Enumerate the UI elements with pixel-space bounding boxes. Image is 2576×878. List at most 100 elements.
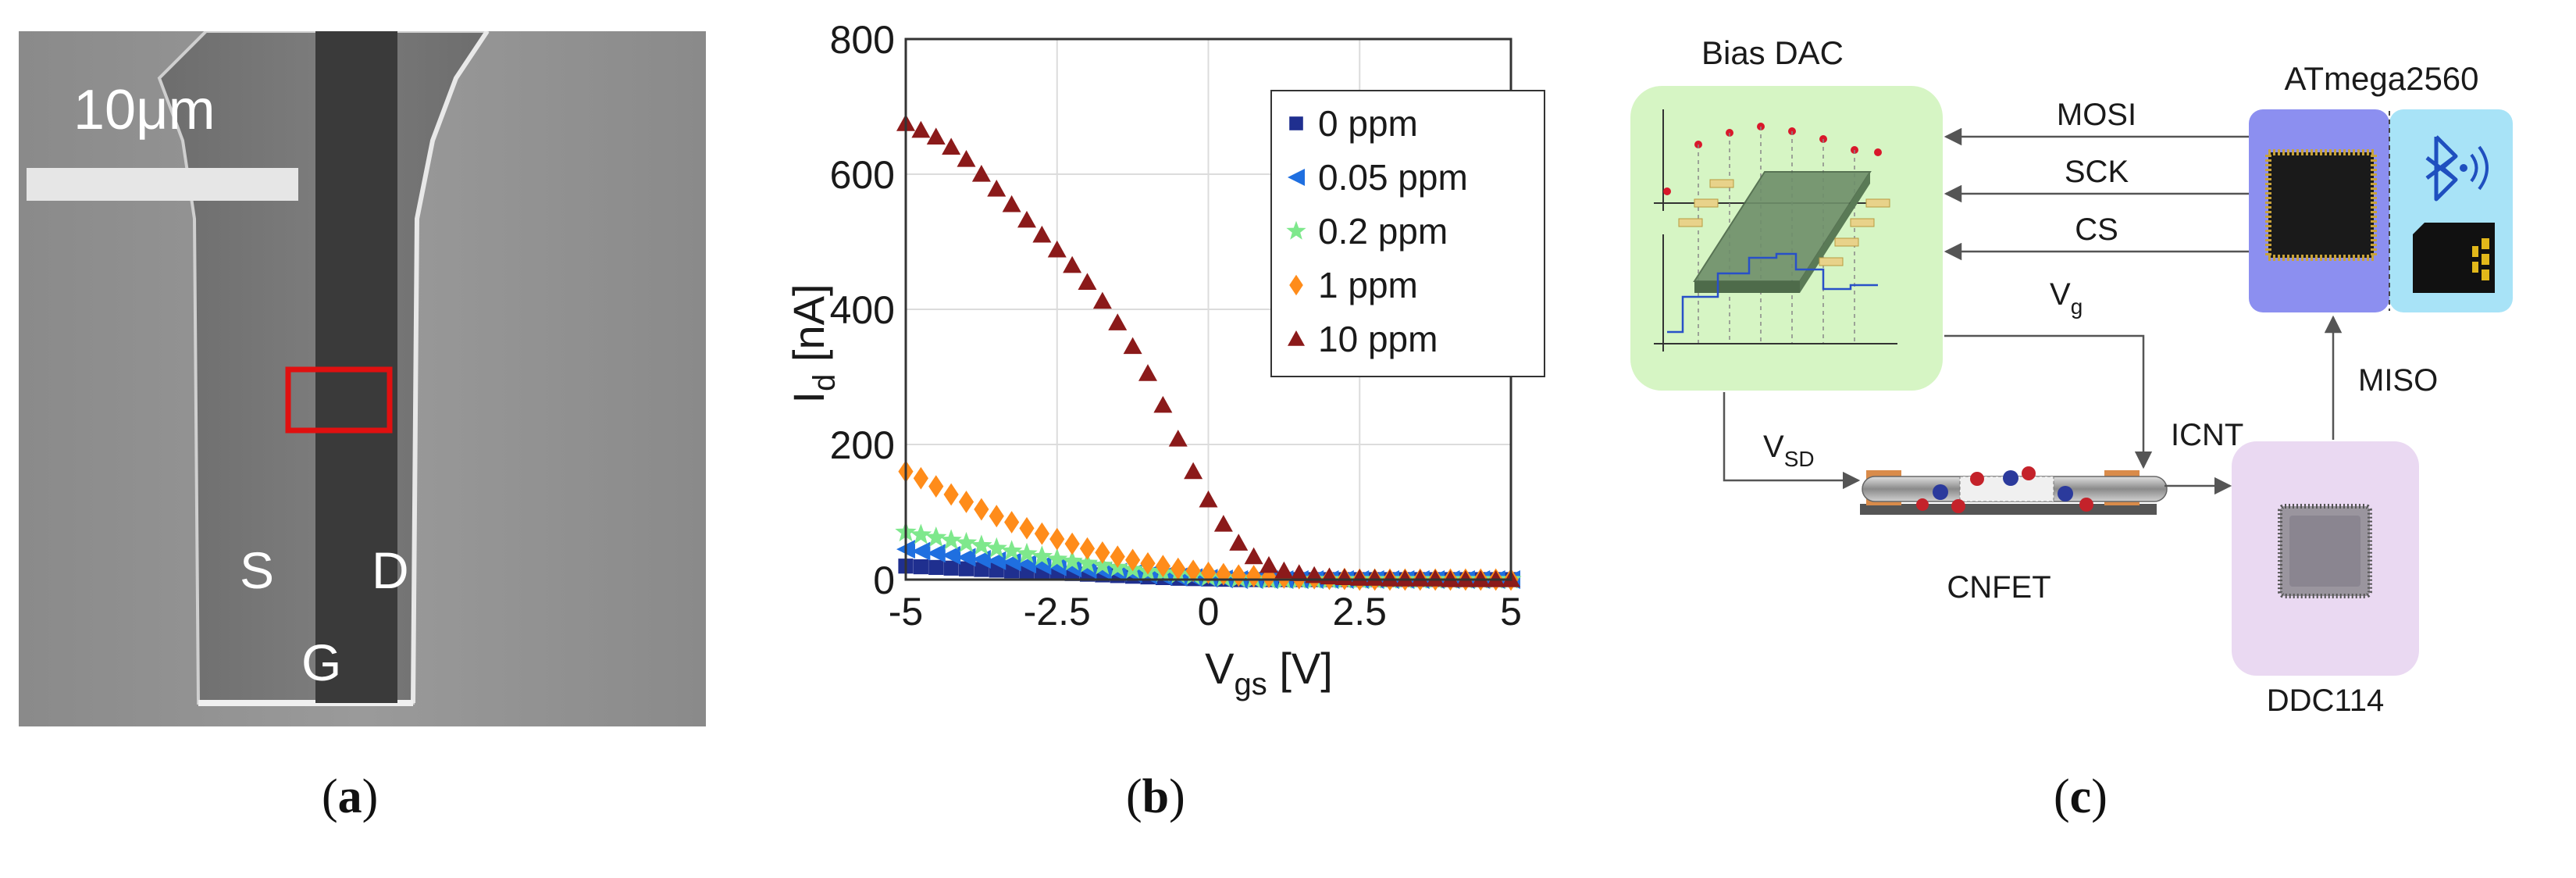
data-point — [928, 559, 944, 576]
data-point — [925, 526, 947, 547]
y-axis-label: Id [nA] — [784, 284, 842, 404]
scale-bar — [27, 168, 298, 201]
data-point — [957, 149, 976, 167]
legend-label: 10 ppm — [1318, 319, 1438, 359]
legend-marker — [1289, 116, 1303, 130]
miso-label: MISO — [2358, 363, 2438, 398]
bias-dac-illustration — [1654, 109, 1897, 352]
chart-ticks: -5 -2.5 0 2.5 5 0 200 400 600 800 — [830, 18, 1522, 634]
data-point — [1034, 522, 1049, 545]
vsd-line — [1723, 392, 1861, 490]
data-point — [1410, 569, 1430, 587]
data-point — [913, 466, 928, 490]
data-point — [1259, 555, 1278, 573]
data-point — [1123, 337, 1142, 355]
data-point — [1000, 540, 1023, 561]
data-point — [1032, 225, 1052, 243]
y-tick-label: 200 — [830, 423, 895, 467]
data-point — [1350, 569, 1370, 586]
electrode-edge-right — [411, 31, 490, 704]
cnfet-label: CNFET — [1947, 570, 2050, 605]
caption-a: (a) — [322, 770, 379, 823]
legend-marker — [1288, 330, 1305, 346]
x-tick-label: -2.5 — [1024, 590, 1091, 634]
data-point — [1365, 569, 1384, 586]
data-point — [926, 127, 946, 145]
data-point — [957, 548, 976, 567]
y-tick-label: 400 — [830, 288, 895, 332]
ddc-chip-icon — [2278, 504, 2372, 598]
data-point — [910, 523, 932, 544]
cnfet-device — [1860, 466, 2168, 515]
data-point — [1168, 430, 1188, 447]
data-point — [1079, 537, 1096, 560]
data-point — [958, 491, 974, 513]
data-point — [1004, 511, 1020, 534]
legend-label: 0.2 ppm — [1318, 211, 1448, 252]
caption-b: (b) — [1126, 770, 1185, 823]
highlight-box — [285, 366, 393, 434]
data-point — [1229, 534, 1249, 551]
gate-label: G — [301, 634, 342, 691]
sck-label: SCK — [2065, 155, 2129, 189]
data-point — [940, 529, 962, 550]
data-point — [926, 544, 946, 563]
data-point — [1184, 462, 1203, 480]
data-point — [971, 165, 991, 182]
data-point — [942, 545, 961, 565]
data-point — [913, 559, 928, 575]
data-point — [928, 475, 944, 498]
data-point — [1078, 560, 1097, 580]
y-tick-label: 800 — [830, 23, 895, 62]
vg-line — [1944, 334, 2153, 469]
vg-label: Vg — [2050, 277, 2083, 319]
legend-box — [1270, 90, 1545, 377]
data-point — [1092, 554, 1113, 575]
y-tick-label: 600 — [830, 153, 895, 197]
data-point — [1108, 313, 1128, 330]
data-point — [1289, 564, 1309, 581]
data-point — [971, 534, 992, 555]
data-point — [943, 560, 959, 576]
system-diagram-drawing: Bias DAC ATmega2560 MOSI SCK — [1630, 34, 2513, 718]
vsd-label: VSD — [1763, 430, 1815, 471]
data-point — [1244, 547, 1263, 565]
sem-image: 10μm S D G — [19, 31, 706, 726]
mcu-chip-icon — [2265, 149, 2377, 261]
data-point — [974, 498, 989, 521]
data-point — [1049, 527, 1065, 551]
data-point — [1019, 516, 1035, 540]
data-point — [1199, 490, 1218, 508]
sem-image-drawing — [19, 31, 706, 726]
data-point — [1063, 559, 1082, 578]
series-10-ppm — [896, 114, 1520, 587]
x-axis-label: Vgs [V] — [1205, 644, 1333, 701]
data-point — [943, 483, 959, 506]
legend-marker — [1289, 274, 1303, 296]
data-point — [1047, 240, 1067, 258]
data-point — [1064, 532, 1080, 555]
chart-svg: -5 -2.5 0 2.5 5 0 200 400 600 800 Vgs [V] Id [nA]… — [784, 18, 1545, 701]
data-point — [1138, 364, 1157, 381]
sd-card-icon — [2413, 223, 2495, 293]
x-tick-label: 2.5 — [1332, 590, 1387, 634]
drain-label: D — [372, 541, 409, 599]
data-point — [1061, 550, 1083, 571]
x-tick-label: -5 — [889, 590, 923, 634]
data-point — [1063, 255, 1082, 273]
data-point — [1017, 210, 1036, 228]
legend-label: 0 ppm — [1318, 103, 1418, 144]
data-point — [1381, 569, 1399, 587]
ddc-label: DDC114 — [2267, 683, 2384, 718]
data-point — [942, 137, 961, 155]
data-point — [985, 537, 1007, 558]
legend-marker — [1288, 169, 1305, 186]
bluetooth-icon — [2425, 135, 2489, 202]
y-tick-label: 0 — [873, 559, 895, 602]
data-point — [1334, 568, 1354, 586]
data-point — [971, 550, 991, 569]
system-diagram: Bias DAC ATmega2560 MOSI SCK — [1609, 23, 2569, 726]
legend-marker — [1286, 220, 1306, 240]
data-point — [1395, 569, 1415, 587]
chart-legend: 0 ppm 0.05 ppm 0.2 ppm 1 ppm 10 ppm — [1270, 90, 1545, 377]
